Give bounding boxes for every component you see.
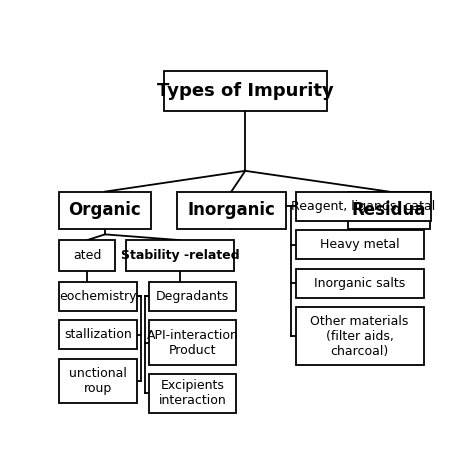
FancyBboxPatch shape [296,307,423,365]
FancyBboxPatch shape [149,282,236,311]
Text: Inorganic: Inorganic [187,201,275,219]
Text: Other materials
(filter aids,
charcoal): Other materials (filter aids, charcoal) [310,315,409,357]
Text: Degradants: Degradants [156,290,229,303]
FancyBboxPatch shape [126,240,235,271]
Text: Stability -related: Stability -related [121,249,239,262]
FancyBboxPatch shape [296,269,423,298]
Text: ated: ated [73,249,101,262]
Text: API-interaction
Product: API-interaction Product [146,328,238,356]
FancyBboxPatch shape [59,191,151,228]
FancyBboxPatch shape [59,282,137,311]
FancyBboxPatch shape [59,240,115,271]
FancyBboxPatch shape [164,71,327,111]
Text: unctional
roup: unctional roup [69,367,127,395]
FancyBboxPatch shape [59,359,137,403]
Text: eochemistry: eochemistry [59,290,137,303]
FancyBboxPatch shape [177,191,285,228]
Text: Types of Impurity: Types of Impurity [157,82,334,100]
Text: Reagent, ligands, catal: Reagent, ligands, catal [292,200,436,213]
Text: Organic: Organic [69,201,141,219]
FancyBboxPatch shape [149,320,236,365]
FancyBboxPatch shape [296,230,423,259]
Text: Residua: Residua [352,201,426,219]
Text: Excipients
interaction: Excipients interaction [159,379,227,407]
FancyBboxPatch shape [296,191,431,221]
Text: Heavy metal: Heavy metal [320,238,400,251]
Text: Inorganic salts: Inorganic salts [314,277,405,290]
FancyBboxPatch shape [59,320,137,349]
FancyBboxPatch shape [348,191,430,228]
Text: stallization: stallization [64,328,132,341]
FancyBboxPatch shape [149,374,236,413]
